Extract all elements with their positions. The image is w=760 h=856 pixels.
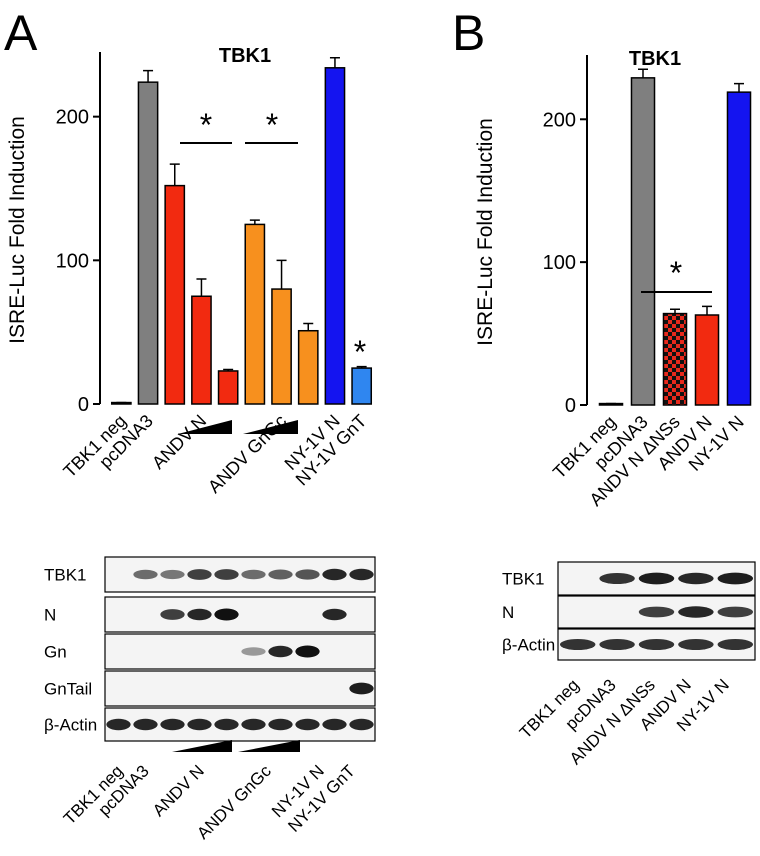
x-tick-label: ANDV GnGc <box>204 411 290 497</box>
y-axis-label: ISRE-Luc Fold Induction <box>474 118 497 346</box>
bar <box>244 223 266 405</box>
bar <box>324 67 346 405</box>
chart-title: TBK1 <box>629 48 681 70</box>
annotation: * <box>670 255 682 291</box>
blot-band <box>717 638 754 651</box>
blot-row-label: N <box>502 603 514 622</box>
blot-row-label: GnTail <box>44 680 92 699</box>
blot-band <box>559 638 596 651</box>
annotation: * <box>266 107 278 143</box>
blot-band <box>717 606 754 618</box>
error-bar <box>670 308 680 314</box>
y-tick-label: 200 <box>543 109 576 131</box>
blot-band <box>295 718 320 731</box>
error-bar <box>638 68 648 78</box>
blot-band <box>349 718 374 731</box>
blot-band <box>268 718 293 731</box>
blot-band <box>241 647 266 656</box>
y-tick-label: 200 <box>56 107 89 129</box>
bar <box>271 288 292 405</box>
blot-band <box>187 608 212 621</box>
error-bar <box>169 163 180 186</box>
blot-band <box>187 718 212 731</box>
blot-band <box>214 569 239 580</box>
blot-band <box>678 606 714 618</box>
blot-band <box>214 608 239 621</box>
error-bar <box>223 368 234 371</box>
blot-band <box>322 718 347 731</box>
blot-band <box>349 568 374 581</box>
blot-row <box>104 633 376 670</box>
error-bar <box>196 278 207 297</box>
blot-band <box>241 569 266 580</box>
bar <box>137 81 159 405</box>
y-tick-label: 0 <box>78 394 89 416</box>
error-bar <box>276 259 287 290</box>
dose-wedge <box>178 420 232 434</box>
bar <box>217 370 239 405</box>
blot-band <box>106 718 131 731</box>
blot-band <box>241 718 266 731</box>
blot-row-label: N <box>44 606 56 625</box>
blot-band <box>599 638 635 651</box>
dose-wedge <box>243 420 298 434</box>
blot-band <box>160 609 185 620</box>
blot-row-label: Gn <box>44 643 67 662</box>
error-bar <box>329 56 340 68</box>
blot-row-label: β-Actin <box>502 636 555 655</box>
blot-band <box>349 682 374 695</box>
bar <box>694 314 720 406</box>
error-bar <box>356 365 367 369</box>
x-tick-label: ANDV N <box>148 411 210 473</box>
error-bar <box>249 219 260 225</box>
blot-band <box>268 569 293 580</box>
blot-band <box>214 718 239 731</box>
blot-row-label: β-Actin <box>44 716 97 735</box>
blot-band <box>717 572 754 585</box>
blot-band <box>160 718 185 731</box>
blot-band <box>678 572 714 585</box>
bar <box>662 312 688 406</box>
y-tick-label: 100 <box>543 252 576 274</box>
bar <box>726 91 752 406</box>
bar <box>351 367 373 405</box>
blot-row <box>104 670 376 707</box>
blot-band <box>638 606 675 618</box>
dose-wedge <box>238 740 300 752</box>
bar <box>297 329 319 405</box>
bar <box>191 295 212 405</box>
blot-band <box>295 569 320 580</box>
panel-letter: B <box>452 5 485 61</box>
chart-title: TBK1 <box>219 45 271 67</box>
error-bar <box>303 322 314 331</box>
blot-band <box>160 569 185 580</box>
blot-band <box>133 718 158 731</box>
bar <box>164 184 186 405</box>
blot-band <box>133 569 158 580</box>
blot-band <box>268 645 293 658</box>
blot-band <box>322 608 347 621</box>
annotation: * <box>354 334 366 370</box>
blot-band <box>322 568 347 581</box>
error-bar <box>702 305 712 315</box>
y-tick-label: 0 <box>565 395 576 417</box>
blot-band <box>599 572 635 585</box>
error-bar <box>143 69 154 83</box>
panel-letter: A <box>4 5 38 61</box>
blot-lane-label: ANDV N <box>149 761 208 820</box>
bar <box>630 77 656 406</box>
y-axis-label: ISRE-Luc Fold Induction <box>6 116 29 344</box>
blot-band <box>187 569 212 580</box>
blot-band <box>678 638 714 651</box>
blot-band <box>638 638 675 651</box>
y-tick-label: 100 <box>56 250 89 272</box>
blot-row-label: TBK1 <box>502 570 545 589</box>
dose-wedge <box>172 740 232 752</box>
blot-row-label: TBK1 <box>44 566 87 585</box>
blot-band <box>295 645 320 658</box>
annotation: * <box>200 107 212 143</box>
blot-band <box>638 572 675 585</box>
error-bar <box>734 82 744 93</box>
